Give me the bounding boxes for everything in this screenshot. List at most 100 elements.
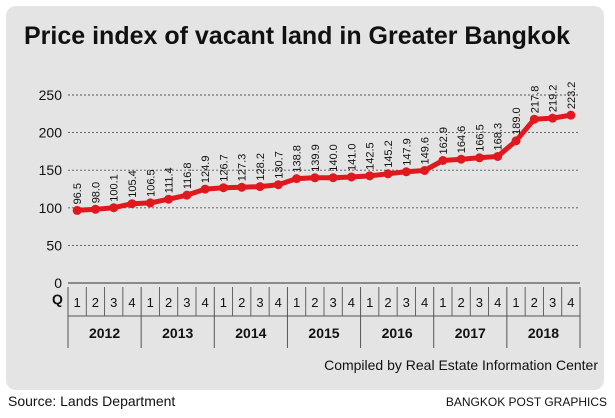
data-point [255, 182, 265, 192]
data-label: 166.5 [474, 124, 486, 152]
quarter-tick-label: 4 [494, 295, 501, 310]
data-point [548, 113, 558, 123]
data-label: 223.2 [566, 82, 578, 110]
y-tick-label: 50 [46, 237, 62, 253]
series-line [74, 112, 574, 213]
data-point [401, 167, 411, 177]
data-label: 141.0 [346, 143, 358, 171]
data-label: 149.6 [420, 137, 432, 165]
quarter-tick-label: 3 [110, 295, 117, 310]
data-point [438, 155, 448, 165]
quarter-tick-label: 3 [549, 295, 556, 310]
quarter-tick-label: 2 [165, 295, 172, 310]
quarter-tick-label: 1 [74, 295, 81, 310]
year-label: 2018 [528, 325, 559, 341]
data-label: 142.5 [365, 142, 377, 170]
y-tick-label: 250 [39, 87, 63, 103]
quarter-tick-label: 1 [293, 295, 300, 310]
data-point [127, 199, 137, 209]
y-axis-ticks: 0 50 100 150 200 250 [39, 87, 63, 291]
data-label: 147.9 [401, 138, 413, 166]
year-label: 2017 [455, 325, 486, 341]
data-point [529, 114, 539, 124]
data-point [566, 110, 576, 120]
data-point [365, 171, 375, 181]
data-point [474, 153, 484, 163]
data-label: 105.4 [127, 170, 139, 198]
credit-note: BANGKOK POST GRAPHICS [446, 395, 607, 409]
data-label: 111.4 [164, 167, 176, 193]
data-label: 189.0 [511, 107, 523, 135]
data-point [72, 205, 82, 215]
data-label: 96.5 [72, 183, 84, 204]
year-label: 2016 [382, 325, 413, 341]
quarter-tick-label: 3 [403, 295, 410, 310]
year-label: 2013 [162, 325, 193, 341]
data-label: 145.2 [383, 140, 395, 168]
data-label: 139.9 [310, 144, 322, 172]
data-point [164, 194, 174, 204]
data-label: 138.8 [292, 145, 304, 173]
quarter-tick-label: 4 [348, 295, 355, 310]
data-point [511, 136, 521, 146]
quarter-tick-label: 2 [311, 295, 318, 310]
data-point [310, 173, 320, 183]
chart-panel [6, 6, 604, 390]
data-point [145, 198, 155, 208]
y-tick-label: 200 [39, 125, 63, 141]
data-label: 168.3 [493, 123, 505, 151]
quarter-tick-label: 4 [421, 295, 428, 310]
data-point [109, 203, 119, 213]
year-label: 2012 [89, 325, 120, 341]
quarter-tick-label: 3 [330, 295, 337, 310]
quarter-tick-label: 1 [147, 295, 154, 310]
data-label: 106.5 [145, 169, 157, 197]
data-label: 164.6 [456, 126, 468, 154]
quarter-tick-label: 3 [476, 295, 483, 310]
quarter-tick-label: 1 [366, 295, 373, 310]
y-tick-label: 150 [39, 162, 63, 178]
data-point [90, 204, 100, 214]
quarter-tick-label: 2 [458, 295, 465, 310]
quarter-tick-label: 4 [275, 295, 282, 310]
data-label: 124.9 [200, 156, 212, 184]
data-label: 219.2 [548, 85, 560, 113]
data-point [493, 151, 503, 161]
quarter-tick-label: 2 [531, 295, 538, 310]
data-label: 130.7 [273, 151, 285, 179]
series-line-group [74, 112, 574, 213]
data-points [72, 110, 576, 215]
quarter-tick-label: 4 [128, 295, 135, 310]
year-label: 2015 [308, 325, 339, 341]
data-label: 98.0 [90, 182, 102, 203]
data-label: 127.3 [237, 154, 249, 182]
data-point [237, 182, 247, 192]
year-label: 2014 [235, 325, 266, 341]
source-note: Source: Lands Department [8, 393, 175, 409]
data-point [218, 183, 228, 193]
data-point [200, 184, 210, 194]
quarter-tick-label: 2 [92, 295, 99, 310]
data-label: 116.8 [182, 162, 194, 189]
quarter-tick-label: 1 [439, 295, 446, 310]
data-labels: 96.5 98.0 100.1 105.4 106.5 111.4 116.8 124.9 12… [72, 82, 578, 205]
data-label: 140.0 [328, 144, 340, 172]
quarter-tick-label: 4 [202, 295, 209, 310]
data-label: 128.2 [255, 153, 267, 181]
data-point [182, 190, 192, 200]
data-point [292, 174, 302, 184]
quarter-tick-label: 2 [238, 295, 245, 310]
quarter-tick-label: 2 [384, 295, 391, 310]
grid-lines [68, 94, 580, 284]
data-point [383, 169, 393, 179]
data-point [328, 173, 338, 183]
data-point [346, 172, 356, 182]
quarter-tick-label: 3 [256, 295, 263, 310]
y-tick-label: 100 [39, 200, 63, 216]
data-label: 162.9 [438, 127, 450, 155]
data-label: 217.8 [529, 86, 541, 114]
data-point [420, 166, 430, 176]
chart-title: Price index of vacant land in Greater Ba… [24, 22, 570, 50]
